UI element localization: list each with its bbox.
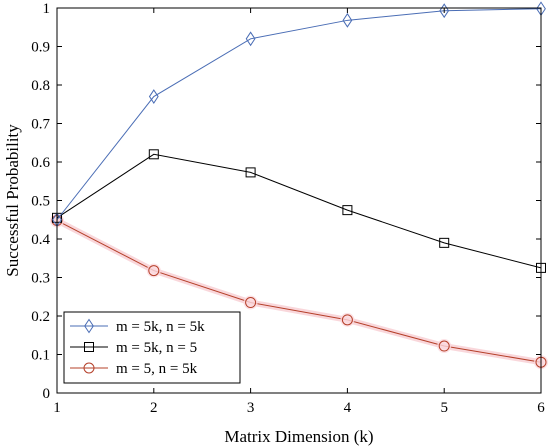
legend-marker — [84, 342, 94, 352]
series-circle — [50, 213, 548, 370]
y-tick-label: 0.1 — [31, 348, 50, 364]
y-tick-label: 0.3 — [31, 271, 50, 287]
y-tick-label: 1 — [43, 1, 51, 17]
series-line — [56, 8, 542, 221]
x-tick-label: 6 — [537, 400, 545, 416]
x-tick-label: 2 — [150, 400, 158, 416]
x-tick-label: 1 — [53, 400, 61, 416]
data-point — [148, 89, 159, 104]
x-axis-title: Matrix Dimension (k) — [224, 427, 373, 446]
data-point — [342, 205, 353, 216]
x-tick-label: 4 — [344, 400, 352, 416]
y-tick-label: 0.9 — [31, 40, 50, 56]
y-tick-label: 0.8 — [31, 78, 50, 94]
data-point — [245, 167, 256, 178]
y-tick-label: 0.6 — [31, 155, 50, 171]
legend-marker — [83, 362, 95, 374]
x-tick-label: 3 — [247, 400, 255, 416]
y-tick-label: 0.7 — [31, 117, 50, 133]
legend-item: m = 5k, n = 5 — [70, 340, 197, 356]
data-point — [245, 297, 257, 309]
legend-marker — [84, 318, 94, 334]
data-point — [341, 314, 353, 326]
legend-label: m = 5k, n = 5k — [116, 319, 205, 335]
data-point — [148, 149, 159, 160]
data-point — [245, 31, 256, 47]
series-line — [56, 153, 542, 269]
legend-label: m = 5, n = 5k — [116, 361, 198, 377]
legend-label: m = 5k, n = 5 — [116, 340, 197, 356]
series-line — [56, 220, 542, 363]
axis-ticks: 1 2 3 4 5 6 0 0.1 0.2 0.3 0.4 0.5 0.6 0.7 0.8 0.9 1 — [31, 1, 545, 416]
y-tick-label: 0 — [43, 386, 51, 402]
y-tick-label: 0.5 — [31, 194, 50, 210]
data-point — [148, 265, 160, 277]
series-layer — [50, 1, 548, 370]
y-tick-label: 0.2 — [31, 309, 50, 325]
legend-item: m = 5k, n = 5k — [70, 318, 205, 335]
x-tick-label: 5 — [440, 400, 448, 416]
data-point — [439, 237, 450, 248]
y-tick-label: 0.4 — [31, 232, 50, 248]
data-point — [439, 3, 450, 19]
y-axis-title: Successful Probability — [3, 124, 22, 277]
legend-item: m = 5, n = 5k — [70, 361, 198, 377]
legend: m = 5k, n = 5k m = 5k, n = 5 m = 5, n = … — [63, 311, 241, 384]
data-point — [342, 12, 353, 28]
series-diamond — [52, 1, 546, 228]
data-point — [438, 340, 450, 352]
